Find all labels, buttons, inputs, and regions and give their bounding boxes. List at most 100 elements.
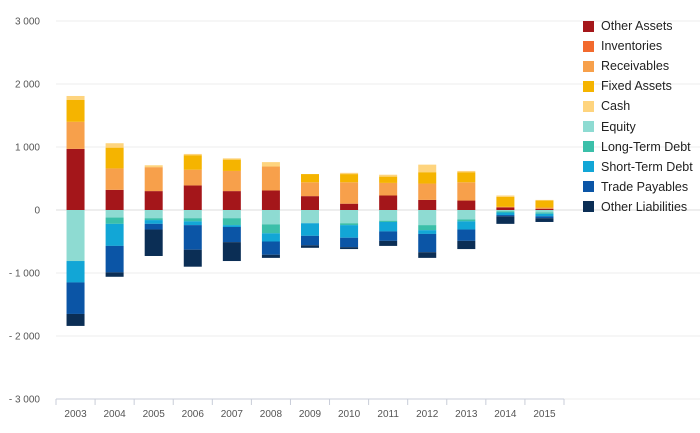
- bar-segment: [535, 207, 554, 209]
- bar-segment: [261, 190, 280, 210]
- bar-segment: [457, 219, 476, 222]
- bar-segment: [144, 191, 163, 210]
- bar-segment: [144, 210, 163, 219]
- bar-segment: [379, 231, 398, 241]
- bar-segment: [418, 233, 437, 253]
- bar-segment: [222, 242, 241, 262]
- bar-segment: [340, 247, 359, 250]
- bar-segment: [105, 168, 124, 190]
- bar-segment: [261, 224, 280, 234]
- bar-segment: [457, 182, 476, 201]
- bar-segment: [418, 183, 437, 200]
- bar-segment: [261, 166, 280, 191]
- bar-segment: [418, 252, 437, 258]
- bar-segment: [105, 272, 124, 277]
- bar-segment: [66, 99, 85, 122]
- bar-segment: [66, 261, 85, 283]
- x-tick-label: 2003: [64, 409, 87, 420]
- bar-segment: [144, 167, 163, 192]
- bar-segment: [222, 170, 241, 192]
- bar-segment: [301, 210, 319, 224]
- legend-item[interactable]: Cash: [583, 96, 698, 116]
- bar-segment: [66, 313, 85, 326]
- legend-swatch: [583, 60, 594, 72]
- bar-segment: [301, 235, 319, 246]
- bar-segment: [66, 210, 85, 262]
- legend-label: Trade Payables: [601, 179, 689, 194]
- bar-segment: [66, 95, 85, 100]
- x-tick-label: 2006: [182, 409, 205, 420]
- bar-segment: [340, 172, 359, 175]
- bar-segment: [66, 121, 85, 149]
- x-tick-label: 2011: [377, 409, 399, 420]
- bar-segment: [496, 206, 515, 208]
- legend-item[interactable]: Trade Payables: [583, 177, 698, 197]
- legend-label: Long-Term Debt: [601, 139, 691, 154]
- bar-segment: [457, 221, 476, 230]
- bar-segment: [496, 210, 515, 212]
- bar-segment: [457, 172, 476, 183]
- legend-item[interactable]: Other Assets: [583, 16, 698, 36]
- bar-segment: [418, 199, 437, 210]
- legend-swatch: [583, 201, 594, 213]
- bar-segment: [301, 196, 319, 210]
- x-tick-label: 2005: [143, 409, 166, 420]
- bar-segment: [66, 148, 85, 210]
- bar-segment: [144, 165, 163, 168]
- bar-segment: [105, 189, 124, 210]
- bar-segment: [340, 223, 359, 226]
- bar-segment: [457, 170, 476, 173]
- bar-segment: [379, 210, 398, 221]
- legend-item[interactable]: Short-Term Debt: [583, 157, 698, 177]
- legend-label: Equity: [601, 119, 636, 134]
- legend-item[interactable]: Receivables: [583, 56, 698, 76]
- legend-item[interactable]: Fixed Assets: [583, 76, 698, 96]
- bar-segment: [222, 158, 241, 160]
- bar-segment: [222, 218, 241, 226]
- bar-segment: [183, 210, 202, 219]
- legend-label: Other Liabilities: [601, 199, 688, 214]
- bar-segment: [496, 215, 515, 217]
- bar-segment: [535, 213, 554, 217]
- bar-segment: [418, 164, 437, 173]
- bar-segment: [496, 196, 515, 207]
- legend-item[interactable]: Long-Term Debt: [583, 137, 698, 157]
- y-tick-label: 3 000: [15, 17, 40, 28]
- legend-swatch: [583, 20, 594, 32]
- bar-segment: [183, 185, 202, 210]
- bar-segment: [261, 162, 280, 167]
- bar-segment: [535, 212, 554, 214]
- bar-segment: [418, 225, 437, 231]
- legend-item[interactable]: Equity: [583, 116, 698, 136]
- x-tick-label: 2010: [338, 409, 361, 420]
- x-tick-label: 2012: [416, 409, 439, 420]
- bar-segment: [144, 229, 163, 256]
- bar-segment: [183, 169, 202, 186]
- bar-segment: [457, 210, 476, 220]
- legend-item[interactable]: Inventories: [583, 36, 698, 56]
- bar-segment: [457, 200, 476, 210]
- x-tick-label: 2007: [221, 409, 244, 420]
- legend-swatch: [583, 121, 594, 133]
- bar-segment: [261, 233, 280, 242]
- bar-segment: [379, 182, 398, 196]
- x-tick-label: 2013: [455, 409, 478, 420]
- bar-segment: [183, 218, 202, 222]
- bar-segment: [379, 240, 398, 246]
- bar-segment: [66, 282, 85, 314]
- y-tick-label: 0: [34, 206, 40, 217]
- bar-segment: [340, 237, 359, 248]
- bar-segment: [496, 207, 515, 210]
- bar-segment: [496, 212, 515, 216]
- bar-segment: [105, 147, 124, 169]
- bar-segment: [379, 221, 398, 232]
- legend-item[interactable]: Other Liabilities: [583, 197, 698, 217]
- legend-label: Receivables: [601, 59, 670, 74]
- bar-segment: [222, 210, 241, 219]
- bar-segment: [535, 200, 554, 208]
- bar-segment: [261, 210, 280, 225]
- legend-swatch: [583, 181, 594, 193]
- bar-segment: [379, 195, 398, 210]
